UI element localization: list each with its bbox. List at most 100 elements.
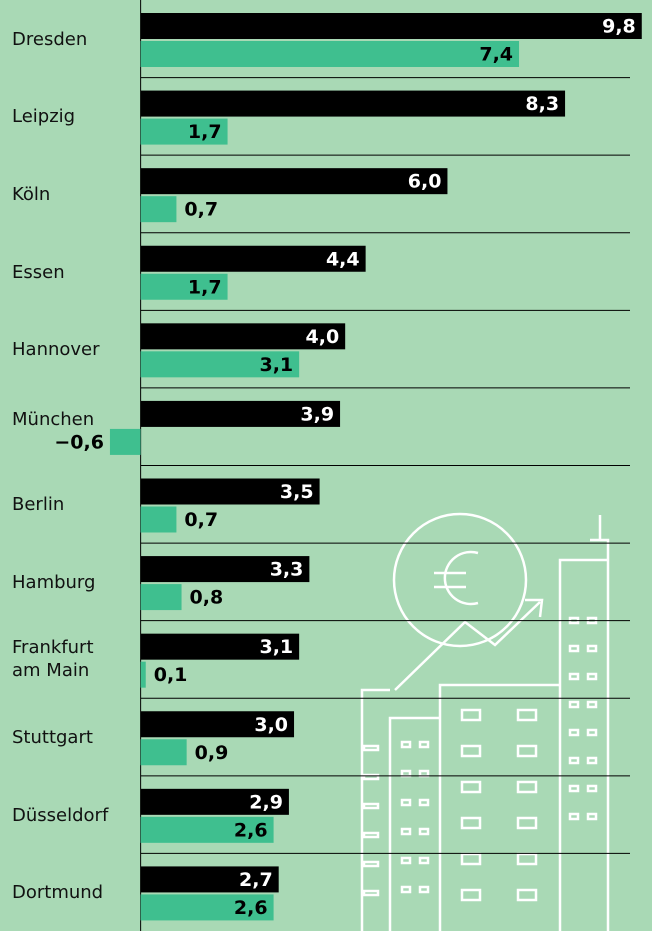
window bbox=[516, 744, 538, 758]
value-label: 3,0 bbox=[254, 714, 288, 736]
value-label: 6,0 bbox=[408, 171, 442, 193]
window bbox=[362, 744, 380, 752]
window bbox=[362, 860, 380, 868]
window bbox=[460, 708, 482, 722]
category-label: Essen bbox=[12, 261, 65, 283]
value-label: 0,8 bbox=[190, 587, 224, 609]
category-label: Düsseldorf bbox=[12, 804, 109, 826]
value-label: 3,9 bbox=[300, 403, 334, 425]
bar bbox=[140, 323, 346, 350]
bar bbox=[140, 118, 228, 145]
bar bbox=[140, 866, 279, 893]
window bbox=[516, 780, 538, 794]
window bbox=[568, 784, 580, 793]
value-label: 2,6 bbox=[234, 897, 268, 919]
building bbox=[360, 688, 390, 931]
window bbox=[568, 672, 580, 681]
window bbox=[460, 816, 482, 830]
arrow-head bbox=[525, 598, 544, 618]
value-label: 1,7 bbox=[188, 121, 222, 143]
illustration bbox=[360, 512, 610, 931]
value-label: 0,9 bbox=[195, 742, 229, 764]
bar bbox=[140, 196, 177, 223]
window bbox=[362, 802, 380, 810]
value-label: 4,4 bbox=[326, 248, 360, 270]
category-label: Köln bbox=[12, 183, 51, 205]
window bbox=[568, 812, 580, 821]
tower bbox=[558, 515, 610, 931]
window bbox=[586, 672, 598, 681]
category-label: München bbox=[12, 408, 95, 430]
value-label: 1,7 bbox=[188, 276, 222, 298]
window bbox=[516, 816, 538, 830]
value-label: 0,1 bbox=[154, 664, 188, 686]
window bbox=[418, 769, 430, 778]
window bbox=[400, 769, 412, 778]
bar bbox=[140, 633, 300, 660]
window bbox=[362, 889, 380, 897]
window bbox=[418, 798, 430, 807]
value-label: 3,3 bbox=[270, 559, 304, 581]
value-label: 2,7 bbox=[239, 869, 273, 891]
building bbox=[388, 716, 440, 931]
window bbox=[586, 812, 598, 821]
bar bbox=[140, 816, 274, 843]
trend-arrow bbox=[394, 601, 541, 691]
category-label: Hamburg bbox=[12, 571, 96, 593]
value-label: 8,3 bbox=[525, 93, 559, 115]
value-label: 3,1 bbox=[259, 636, 293, 658]
window bbox=[568, 644, 580, 653]
bar bbox=[140, 661, 146, 688]
value-label: 2,9 bbox=[249, 791, 283, 813]
value-label: 0,7 bbox=[184, 509, 218, 531]
window bbox=[400, 856, 412, 865]
category-label: Leipzig bbox=[12, 106, 76, 128]
window bbox=[516, 708, 538, 722]
window bbox=[586, 644, 598, 653]
value-label: 9,8 bbox=[602, 16, 636, 38]
bar bbox=[140, 584, 182, 611]
window bbox=[460, 852, 482, 866]
category-label: Hannover bbox=[12, 339, 100, 361]
bar bbox=[140, 400, 341, 427]
bar bbox=[140, 894, 274, 921]
window bbox=[586, 756, 598, 765]
category-label: Frankfurt am Main bbox=[12, 637, 94, 682]
category-label: Dortmund bbox=[12, 882, 104, 904]
window bbox=[400, 885, 412, 894]
coin bbox=[392, 512, 528, 648]
window bbox=[362, 831, 380, 839]
bar bbox=[140, 556, 310, 583]
window bbox=[568, 756, 580, 765]
window bbox=[516, 852, 538, 866]
window bbox=[418, 740, 430, 749]
bar bbox=[140, 13, 642, 39]
value-label: 7,4 bbox=[479, 44, 513, 66]
category-label: Stuttgart bbox=[12, 727, 93, 749]
window bbox=[400, 798, 412, 807]
bar bbox=[140, 478, 320, 505]
window bbox=[418, 885, 430, 894]
bar bbox=[140, 788, 289, 815]
value-label: 3,5 bbox=[280, 481, 314, 503]
bar bbox=[140, 245, 366, 272]
window bbox=[460, 744, 482, 758]
window bbox=[362, 773, 380, 781]
bar bbox=[140, 739, 187, 766]
window bbox=[400, 740, 412, 749]
window bbox=[586, 784, 598, 793]
window bbox=[460, 888, 482, 902]
value-label: 3,1 bbox=[259, 354, 293, 376]
window bbox=[516, 888, 538, 902]
bar bbox=[140, 711, 295, 738]
bar bbox=[140, 273, 228, 300]
window bbox=[418, 827, 430, 836]
window bbox=[400, 827, 412, 836]
window bbox=[586, 728, 598, 737]
category-label: Berlin bbox=[12, 494, 65, 516]
bar bbox=[140, 41, 520, 67]
euro-icon bbox=[434, 550, 479, 606]
window bbox=[568, 700, 580, 709]
